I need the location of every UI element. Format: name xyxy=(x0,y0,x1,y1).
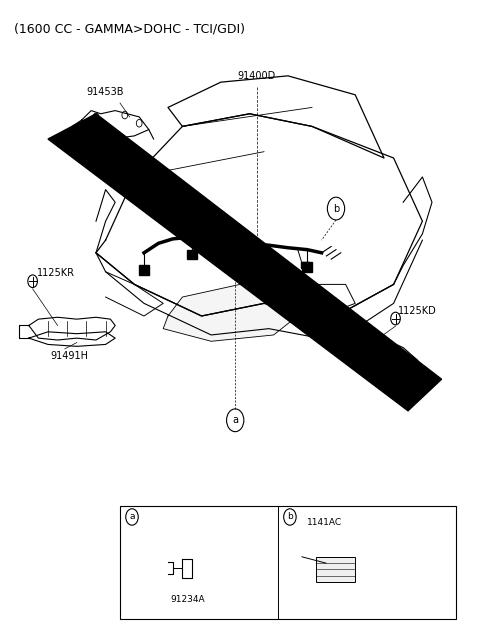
Bar xyxy=(301,262,309,268)
Bar xyxy=(245,256,254,265)
Text: 1125KD: 1125KD xyxy=(398,306,437,316)
Text: 1125KR: 1125KR xyxy=(37,268,75,278)
Bar xyxy=(139,265,149,275)
Polygon shape xyxy=(163,284,298,341)
Text: 1141AC: 1141AC xyxy=(307,518,342,527)
Bar xyxy=(302,262,312,272)
Text: a: a xyxy=(232,415,238,425)
Bar xyxy=(234,254,241,260)
Text: 91491H: 91491H xyxy=(50,351,88,361)
Text: 91234A: 91234A xyxy=(170,595,204,604)
Polygon shape xyxy=(48,114,442,411)
Text: 91747: 91747 xyxy=(369,371,399,381)
Text: a: a xyxy=(129,513,135,521)
Text: b: b xyxy=(333,204,339,214)
Bar xyxy=(187,250,197,259)
Text: 91453B: 91453B xyxy=(87,87,124,97)
Bar xyxy=(120,506,456,619)
Bar xyxy=(268,258,275,264)
Bar xyxy=(316,557,355,582)
Text: b: b xyxy=(287,513,293,521)
Text: 91400D: 91400D xyxy=(238,71,276,81)
Text: (1600 CC - GAMMA>DOHC - TCI/GDI): (1600 CC - GAMMA>DOHC - TCI/GDI) xyxy=(14,22,245,35)
